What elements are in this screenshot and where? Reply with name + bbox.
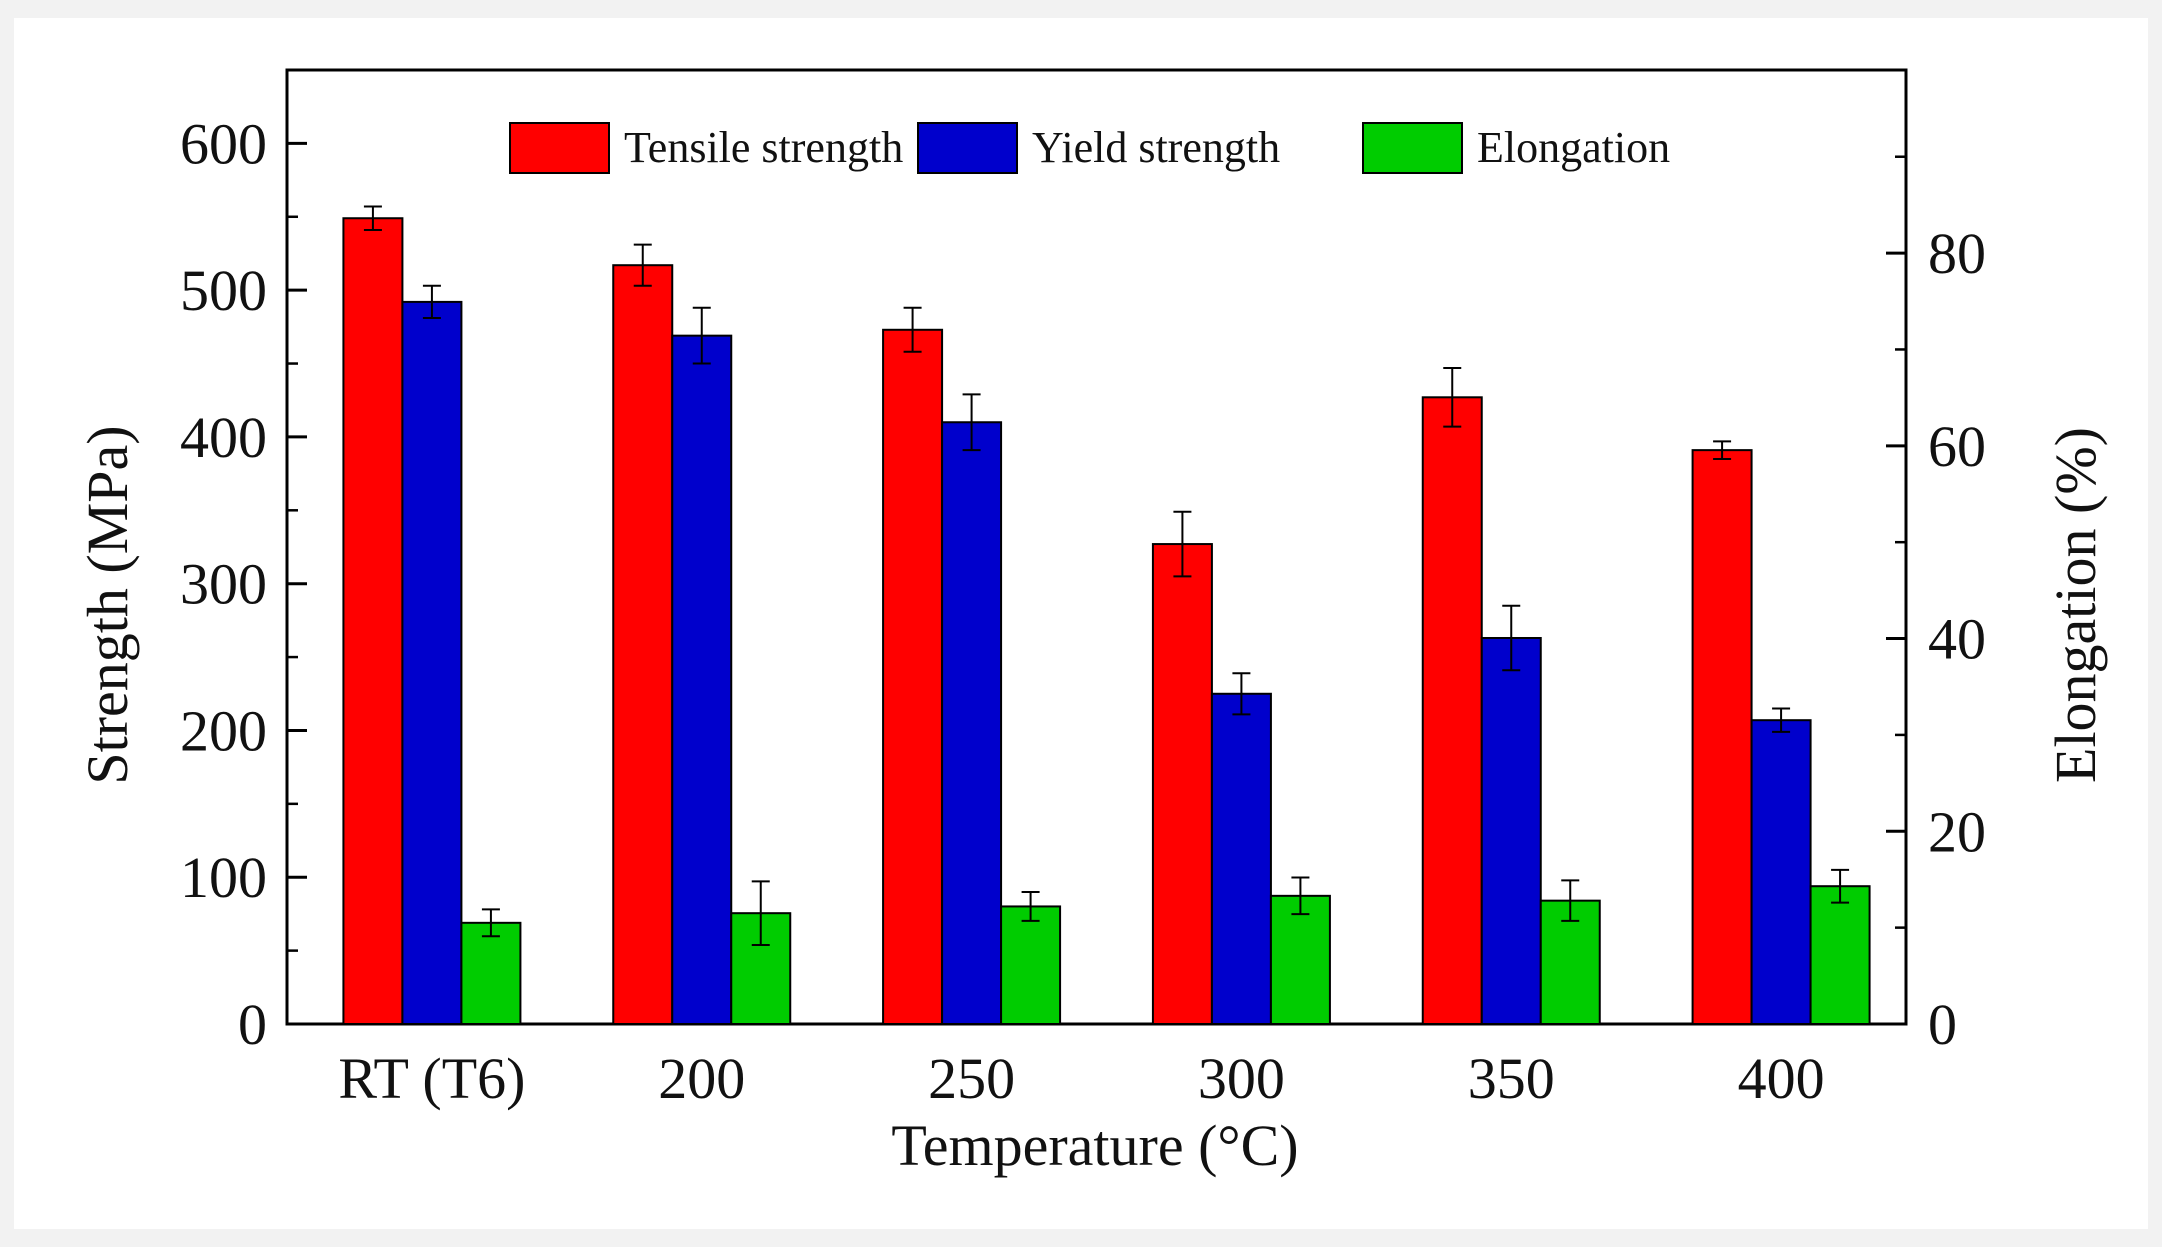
y-tick-label: 100 xyxy=(180,845,267,910)
legend: Tensile strength Yield strength Elongation xyxy=(509,122,1670,174)
yield-strength-bar xyxy=(671,334,733,1026)
x-tick-label: 250 xyxy=(928,1046,1015,1111)
y-tick-label: 0 xyxy=(238,992,267,1057)
tensile-strength-bar xyxy=(612,264,674,1025)
x-tick-label: 400 xyxy=(1738,1046,1825,1111)
x-tick-label: RT (T6) xyxy=(338,1046,525,1111)
elongation-legend-swatch xyxy=(1362,122,1463,174)
tensile-strength-bar xyxy=(342,217,404,1025)
y-tick-label: 200 xyxy=(180,698,267,763)
elongation-bar xyxy=(1809,885,1871,1026)
y2-axis-title: Elongation (%) xyxy=(2043,427,2108,783)
x-tick-label: 350 xyxy=(1468,1046,1555,1111)
yield-strength-bar xyxy=(1480,636,1542,1026)
x-tick-label: 300 xyxy=(1198,1046,1285,1111)
tensile-strength-bar xyxy=(1421,396,1483,1025)
y2-tick-label: 20 xyxy=(1928,799,1986,864)
elongation-bar xyxy=(460,921,522,1025)
bars-layer xyxy=(342,205,1871,1026)
y2-tick-label: 80 xyxy=(1928,221,1986,286)
yield-strength-bar xyxy=(941,421,1003,1025)
tensile-strength-bar xyxy=(1151,543,1213,1026)
elongation-bar xyxy=(1000,905,1062,1025)
y-tick-label: 300 xyxy=(180,552,267,617)
yield-strength-bar xyxy=(1750,719,1812,1025)
x-axis-title: Temperature (°C) xyxy=(891,1113,1298,1178)
tensile-strength-legend-swatch xyxy=(509,122,610,174)
axes-layer: 0 100 200 300 400 500 600 0 20 40 60 80 RT (T6) 200 25… xyxy=(180,68,1986,1111)
plot-frame xyxy=(285,68,1908,1026)
y2-tick-label: 40 xyxy=(1928,607,1986,672)
yield-strength-legend-label: Yield strength xyxy=(1032,123,1280,172)
y2-tick-label: 0 xyxy=(1928,992,1957,1057)
y-tick-label: 400 xyxy=(180,405,267,470)
tensile-strength-legend-label: Tensile strength xyxy=(624,123,903,172)
elongation-legend-label: Elongation xyxy=(1477,123,1670,172)
y-tick-label: 600 xyxy=(180,111,267,176)
yield-strength-legend-swatch xyxy=(917,122,1018,174)
yield-strength-bar xyxy=(401,300,463,1025)
tensile-strength-bar xyxy=(882,328,944,1025)
y-axis-title: Strength (MPa) xyxy=(75,425,140,784)
y-tick-label: 500 xyxy=(180,258,267,323)
yield-strength-bar xyxy=(1210,692,1272,1025)
x-tick-label: 200 xyxy=(658,1046,745,1111)
tensile-strength-bar xyxy=(1691,449,1753,1025)
y2-tick-label: 60 xyxy=(1928,414,1986,479)
